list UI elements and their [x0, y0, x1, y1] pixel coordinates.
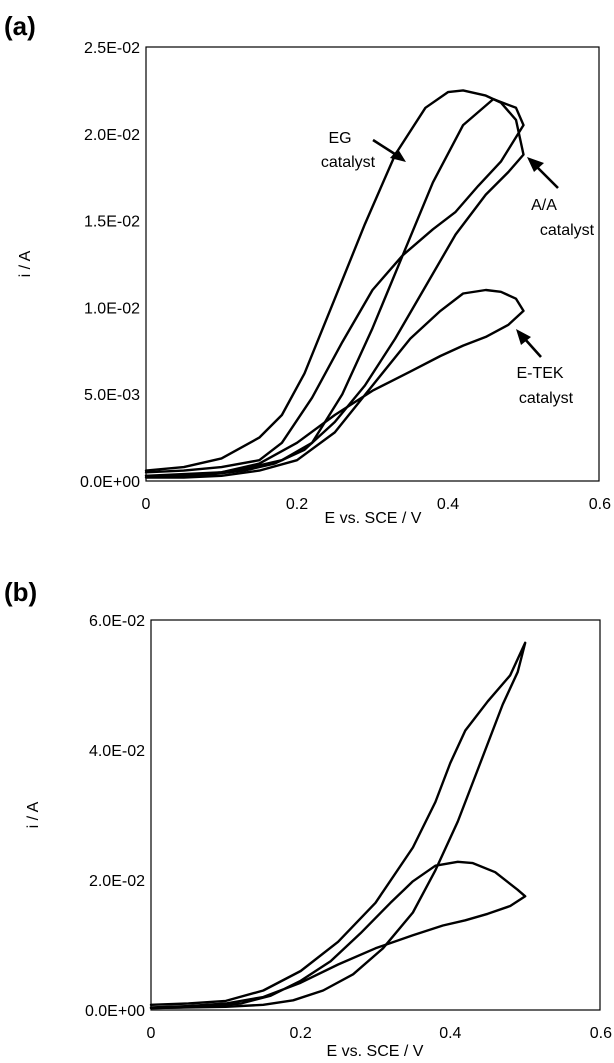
- annotation-etek-arrowhead: [516, 329, 531, 345]
- annotation-eg-line1: EG: [328, 130, 351, 147]
- x-tick-label-a: 0.2: [286, 496, 308, 513]
- curves-b: [149, 641, 527, 1010]
- series-line-a-3: [144, 288, 525, 479]
- y-tick-label-b: 6.0E-02: [89, 613, 145, 630]
- series-line-b-1: [149, 641, 527, 1010]
- x-tick-label-a: 0.6: [589, 496, 611, 513]
- y-tick-label-a: 1.0E-02: [84, 300, 140, 317]
- x-tick-labels-a: 0 0.2 0.4 0.6: [142, 496, 612, 513]
- annotation-eg-arrow: [372, 138, 399, 158]
- chart-panel-a: (a) 0.0E+00 5.0E-03 1.0E-02 1.5E-02 2.0E-02 2…: [4, 11, 611, 527]
- panel-label-a: (a): [4, 11, 36, 41]
- x-tick-label-b: 0.4: [439, 1025, 461, 1042]
- plot-frame-b: [150, 619, 601, 1011]
- chart-panel-b: (b) 0.0E+00 2.0E-02 4.0E-02 6.0E-02 0 0.2 0.4…: [4, 577, 612, 1060]
- y-tick-label-a: 2.0E-02: [84, 127, 140, 144]
- y-tick-label-a: 1.5E-02: [84, 214, 140, 231]
- annotation-eg-line2: catalyst: [321, 154, 376, 171]
- x-axis-label-b: E vs. SCE / V: [327, 1043, 424, 1060]
- annotation-aa-arrow: [535, 165, 559, 189]
- x-axis-label-a: E vs. SCE / V: [325, 510, 422, 527]
- x-tick-label-b: 0: [147, 1025, 156, 1042]
- x-tick-label-a: 0: [142, 496, 151, 513]
- annotation-eg-arrowhead: [390, 149, 406, 162]
- series-line-b-2: [149, 860, 527, 1010]
- x-tick-labels-b: 0 0.2 0.4 0.6: [147, 1025, 613, 1042]
- annotation-etek-arrow: [523, 337, 542, 358]
- curves-a: [144, 89, 525, 479]
- annotation-aa-arrowhead: [527, 157, 544, 172]
- y-tick-label-a: 0.0E+00: [80, 474, 140, 491]
- series-line-a-2: [144, 89, 525, 477]
- annotation-aa-line1: A/A: [531, 197, 557, 214]
- annotation-aa-line2: catalyst: [540, 222, 595, 239]
- y-tick-label-a: 2.5E-02: [84, 40, 140, 57]
- y-tick-label-b: 4.0E-02: [89, 743, 145, 760]
- y-tick-label-b: 2.0E-02: [89, 873, 145, 890]
- x-tick-label-b: 0.6: [590, 1025, 612, 1042]
- y-axis-label-a: i / A: [17, 250, 34, 277]
- y-axis-label-b: i / A: [25, 801, 42, 828]
- annotation-etek-line2: catalyst: [519, 390, 574, 407]
- plot-frame-a: [145, 46, 600, 482]
- x-tick-label-a: 0.4: [437, 496, 459, 513]
- annotation-etek-line1: E-TEK: [516, 365, 563, 382]
- x-tick-label-b: 0.2: [290, 1025, 312, 1042]
- y-tick-labels-a: 0.0E+00 5.0E-03 1.0E-02 1.5E-02 2.0E-02 2.5E-…: [80, 40, 140, 491]
- y-tick-label-a: 5.0E-03: [84, 387, 140, 404]
- y-tick-labels-b: 0.0E+00 2.0E-02 4.0E-02 6.0E-02: [85, 613, 145, 1020]
- y-tick-label-b: 0.0E+00: [85, 1003, 145, 1020]
- panel-label-b: (b): [4, 577, 37, 607]
